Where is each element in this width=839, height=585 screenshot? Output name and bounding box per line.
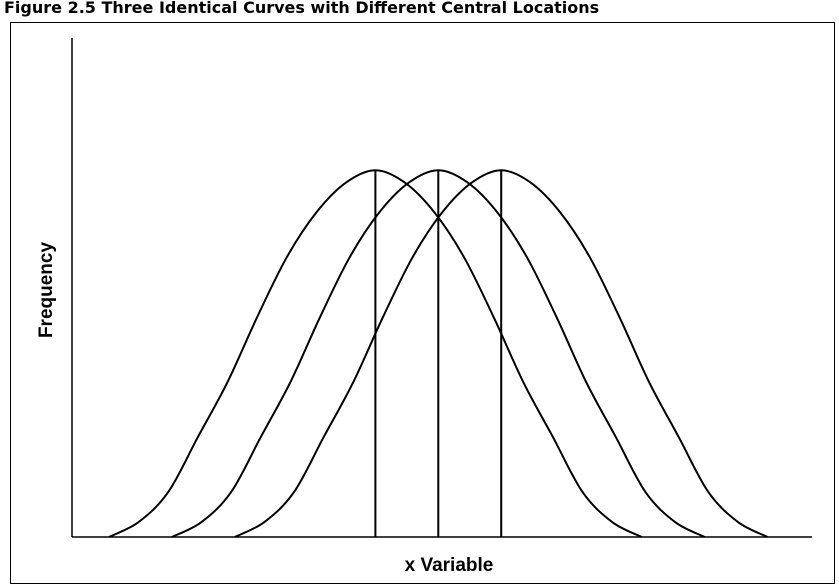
y-axis-label: Frequency bbox=[36, 242, 57, 339]
x-axis-label: x Variable bbox=[405, 555, 494, 576]
chart-title: Figure 2.5 Three Identical Curves with D… bbox=[4, 0, 599, 17]
chart-frame bbox=[10, 22, 835, 584]
